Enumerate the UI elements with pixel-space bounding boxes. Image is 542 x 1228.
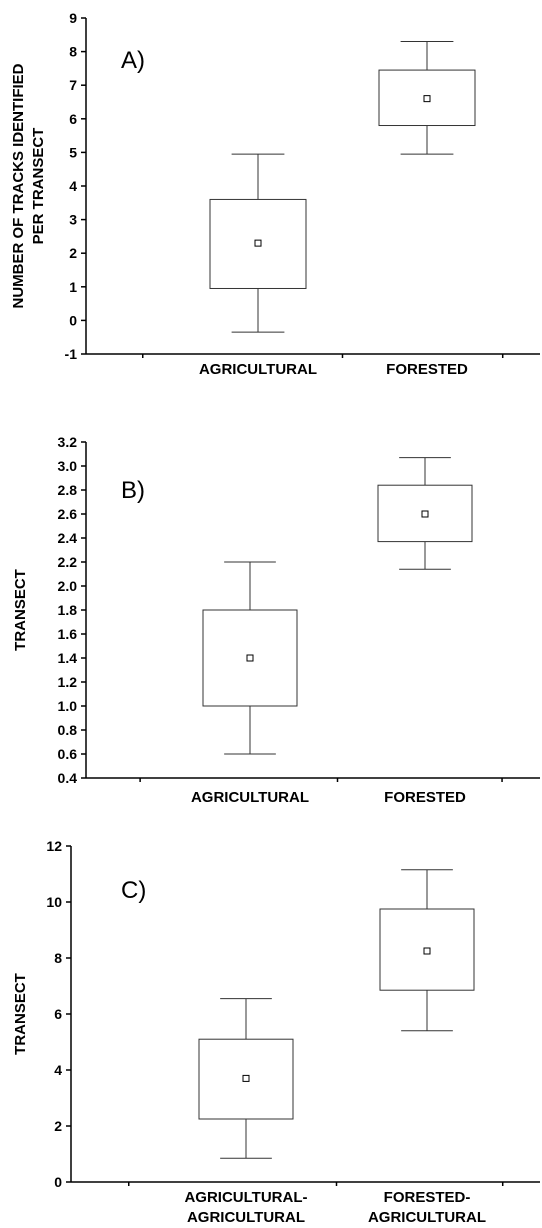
y-tick-label: 3.2 xyxy=(58,434,78,450)
category-label: FORESTED xyxy=(386,361,468,378)
y-tick-label: 2.4 xyxy=(58,530,78,546)
y-axis-title: TRANSECT xyxy=(12,973,29,1055)
y-tick-label: 6 xyxy=(54,1006,62,1022)
y-tick-label: 0 xyxy=(69,312,77,328)
y-tick-label: 0.8 xyxy=(58,722,78,738)
y-tick-label: 1.2 xyxy=(58,674,78,690)
mean-marker xyxy=(423,95,431,103)
y-tick-label: 9 xyxy=(69,10,77,26)
y-tick-label: 0.6 xyxy=(58,746,78,762)
chart-panel-2: 0.4 0.6 0.8 1.0 1.2 1.4 1.6 1.8 2.0 2.2 2.4 2.6 2.8 3… xyxy=(12,434,540,806)
panel-label: A) xyxy=(121,47,145,74)
category-label: AGRICULTURAL xyxy=(199,361,317,378)
y-tick-label: 1.6 xyxy=(58,626,78,642)
panel-label: C) xyxy=(121,877,146,904)
y-tick-label: 2.8 xyxy=(58,482,78,498)
y-tick-label: 8 xyxy=(69,44,77,60)
mean-marker xyxy=(246,654,254,662)
mean-marker xyxy=(421,510,429,518)
y-tick-label: 4 xyxy=(54,1062,62,1078)
y-tick-label: 6 xyxy=(69,111,77,127)
category-label: AGRICULTURAL- xyxy=(184,1189,307,1206)
mean-marker xyxy=(254,239,262,247)
category-label: FORESTED xyxy=(384,789,466,806)
y-tick-label: 1 xyxy=(69,279,77,295)
y-tick-label: 10 xyxy=(46,894,62,910)
y-tick-label: 1.0 xyxy=(58,698,78,714)
y-tick-label: 2.2 xyxy=(58,554,78,570)
y-tick-label: 2.0 xyxy=(58,578,78,594)
mean-marker xyxy=(423,947,431,955)
mean-marker xyxy=(242,1074,250,1082)
category-label: FORESTED- xyxy=(384,1189,471,1206)
y-tick-label: 0 xyxy=(54,1174,62,1190)
category-label: AGRICULTURAL xyxy=(368,1209,486,1226)
chart-panel-3: 0 2 4 6 8 10 12 AGRICULTURAL- AGRICULTURAL FOREST… xyxy=(12,838,540,1226)
y-tick-label: -1 xyxy=(65,346,78,362)
y-tick-label: 0.4 xyxy=(58,770,78,786)
y-axis-title: TRANSECT xyxy=(12,569,29,651)
y-tick-label: 12 xyxy=(46,838,62,854)
y-axis-title: NUMBER OF TRACKS IDENTIFIED xyxy=(10,63,27,308)
y-tick-label: 8 xyxy=(54,950,62,966)
y-tick-label: 7 xyxy=(69,77,77,93)
chart-panel-1: -1 0 1 2 3 4 5 6 7 8 9 AGRICULTURAL FORESTED A) NUMBER… xyxy=(10,10,540,378)
y-tick-label: 3 xyxy=(69,212,77,228)
y-tick-label: 1.8 xyxy=(58,602,78,618)
y-tick-label: 2.6 xyxy=(58,506,78,522)
category-label: AGRICULTURAL xyxy=(191,789,309,806)
y-axis-title: PER TRANSECT xyxy=(30,128,47,245)
panel-label: B) xyxy=(121,477,145,504)
category-label: AGRICULTURAL xyxy=(187,1209,305,1226)
y-tick-label: 3.0 xyxy=(58,458,78,474)
y-tick-label: 5 xyxy=(69,144,77,160)
y-tick-label: 1.4 xyxy=(58,650,78,666)
y-tick-label: 2 xyxy=(69,245,77,261)
y-tick-label: 2 xyxy=(54,1118,62,1134)
y-tick-label: 4 xyxy=(69,178,77,194)
